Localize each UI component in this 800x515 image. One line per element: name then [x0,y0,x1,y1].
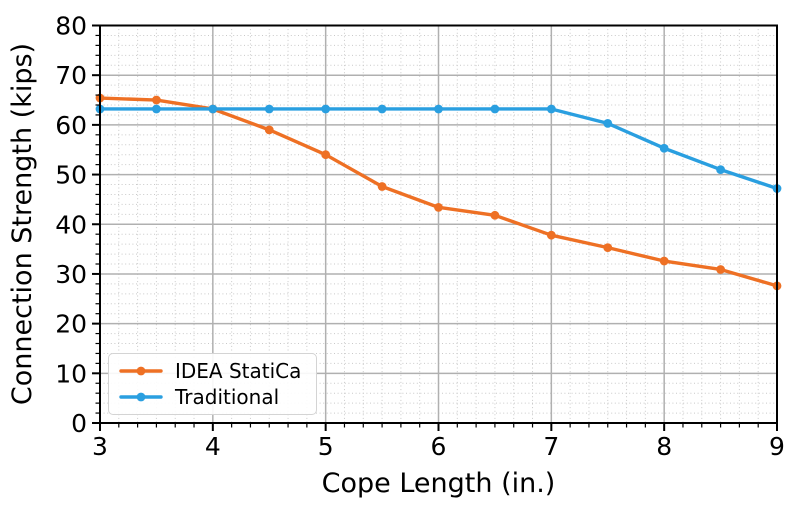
data-point-idea-statica [603,243,613,253]
data-point-traditional [490,104,500,114]
data-point-idea-statica [490,210,500,220]
y-tick-label: 70 [55,61,87,90]
x-tick-label: 5 [318,432,334,461]
legend-dot [136,392,146,402]
data-point-idea-statica [434,202,443,212]
data-point-idea-statica [377,182,387,191]
data-point-traditional [208,104,218,114]
data-point-traditional [377,104,387,114]
x-tick-label: 4 [205,432,221,461]
legend-item-1: Traditional [119,386,301,408]
y-tick-label: 0 [71,409,87,438]
legend-marker-icon [119,366,163,376]
y-tick-label: 50 [55,161,87,190]
series-traditional [95,104,782,193]
y-axis-label: Connection Strength (kips) [7,42,38,406]
data-point-idea-statica [264,125,274,135]
y-tick-label: 20 [55,310,87,339]
y-tick-label: 60 [55,111,87,140]
y-tick-label: 10 [55,359,87,388]
legend-label: IDEA StatiCa [175,359,302,383]
data-point-traditional [152,104,161,114]
data-point-traditional [434,104,443,114]
legend-dot [136,366,146,376]
data-point-idea-statica [659,256,669,266]
data-point-idea-statica [152,95,161,105]
x-tick-label: 7 [543,432,559,461]
data-point-traditional [716,165,725,174]
x-tick-label: 9 [769,432,785,461]
y-tick-label: 80 [55,12,87,41]
legend-marker-icon [119,392,163,402]
data-point-traditional [603,118,613,128]
data-point-traditional [321,104,331,114]
data-point-traditional [264,104,274,114]
legend-label: Traditional [175,385,280,409]
x-axis-label: Cope Length (in.) [321,468,556,499]
x-tick-label: 3 [92,432,108,461]
data-point-traditional [546,104,556,114]
x-tick-label: 8 [656,432,672,461]
data-point-idea-statica [716,265,725,274]
y-tick-labels: 0 10 20 30 40 50 60 70 80 [55,12,87,439]
legend-item-0: IDEA StatiCa [119,360,301,382]
data-point-traditional [659,143,669,153]
data-point-idea-statica [546,230,556,240]
y-tick-label: 30 [55,260,87,289]
x-tick-label: 6 [431,432,447,461]
x-tick-labels: 3 4 5 6 7 8 9 [92,432,785,461]
y-tick-label: 40 [55,210,87,239]
tick-marks [92,24,778,431]
legend: IDEA StatiCa Traditional [108,353,318,415]
data-point-idea-statica [321,150,331,160]
